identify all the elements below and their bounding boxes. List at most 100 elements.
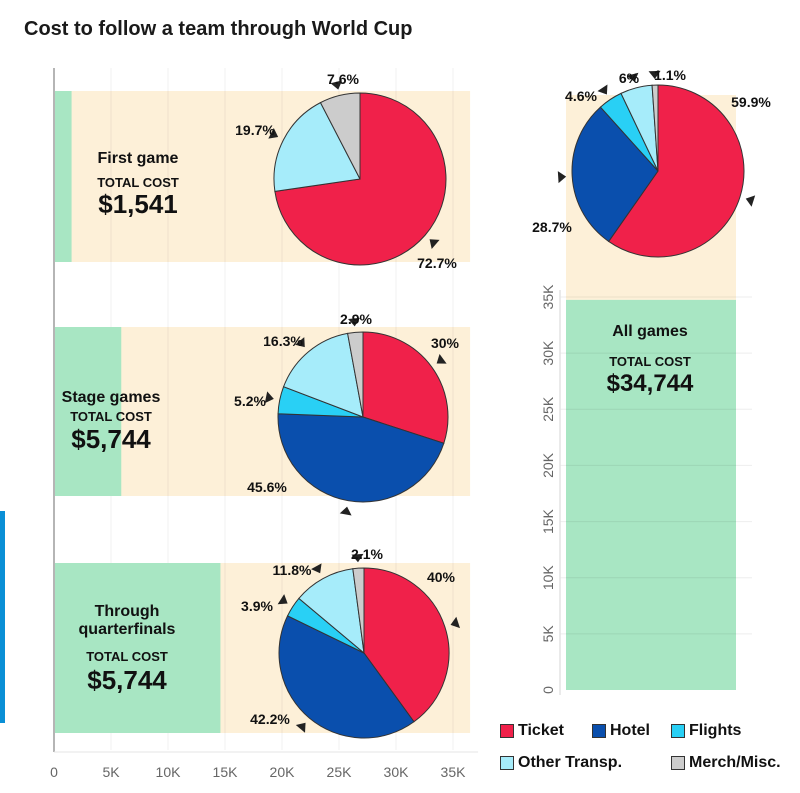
legend-item-hotel: Hotel xyxy=(592,722,650,740)
pie-stage-games-label-other-transp: 16.3% xyxy=(263,333,303,349)
legend-swatch-ticket xyxy=(500,724,514,738)
v-tick-label-0: 0 xyxy=(540,686,556,694)
legend-swatch-hotel xyxy=(592,724,606,738)
legend-swatch-flights xyxy=(671,724,685,738)
pie-stage-games-slice-ticket xyxy=(362,331,449,444)
h-tick-label-1: 5K xyxy=(102,764,120,780)
legend-label-hotel: Hotel xyxy=(610,722,650,739)
pie-stage-games-label-ticket: 30% xyxy=(431,335,460,351)
pie-first-game-slice-merch-misc xyxy=(319,92,361,180)
legend-item-ticket: Ticket xyxy=(500,722,564,740)
all-games-total-value: $34,744 xyxy=(607,370,694,397)
pie-all-games-pointer-ticket xyxy=(745,195,756,207)
pie-all-games-pointer-hotel xyxy=(557,171,567,184)
pie-quarterfinals-slice-hotel xyxy=(278,615,415,739)
stage-total-value-0: $1,541 xyxy=(98,189,178,219)
pie-quarterfinals-pointer-flights xyxy=(277,594,288,605)
legend-item-flights: Flights xyxy=(671,722,741,740)
chart-title: Cost to follow a team through World Cup xyxy=(24,18,413,40)
stage-name-0: First game xyxy=(98,150,179,167)
pie-first-game-slice-other-transp xyxy=(273,101,361,192)
pie-quarterfinals-pointer-merch-misc xyxy=(351,553,364,563)
pie-first-game-label-other-transp: 19.7% xyxy=(235,122,275,138)
all-games-total-label: TOTAL COST xyxy=(609,354,691,369)
pie-first-game-label-merch-misc: 7.6% xyxy=(327,71,359,87)
stage-total-value-1: $5,744 xyxy=(71,424,151,454)
legend-label-flights: Flights xyxy=(689,722,742,739)
pie-quarterfinals-slice-other-transp xyxy=(298,568,365,655)
pie-all-games-pointer-merch-misc xyxy=(648,70,661,80)
pie-first-game-pointer-ticket xyxy=(429,239,440,249)
pie-all-games-label-ticket: 59.9% xyxy=(731,94,771,110)
v-tick-label-7: 35K xyxy=(540,284,556,310)
pie-all-games-label-other-transp: 6% xyxy=(619,70,640,86)
pie-first-game-pointer-merch-misc xyxy=(330,80,343,90)
h-tick-label-4: 20K xyxy=(270,764,296,780)
h-tick-label-5: 25K xyxy=(327,764,353,780)
h-tick-label-6: 30K xyxy=(384,764,410,780)
pie-stage-games-label-hotel: 45.6% xyxy=(247,479,287,495)
h-tick-label-2: 10K xyxy=(156,764,182,780)
pie-stage-games-slice-merch-misc xyxy=(347,331,364,418)
bar-value-1 xyxy=(54,327,122,496)
legend-label-merch: Merch/Misc. xyxy=(689,754,781,771)
pie-quarterfinals-slice-merch-misc xyxy=(352,567,365,654)
v-tick-label-6: 30K xyxy=(540,340,556,366)
stage-total-label-1: TOTAL COST xyxy=(70,409,152,424)
pie-all-games-slice-hotel xyxy=(571,106,659,243)
bar-value-0 xyxy=(54,91,72,262)
pie-all-games-label-flights: 4.6% xyxy=(565,88,597,104)
v-tick-label-2: 10K xyxy=(540,565,556,591)
pie-quarterfinals-pointer-ticket xyxy=(450,616,461,629)
h-tick-label-7: 35K xyxy=(441,764,467,780)
pie-all-games-pointer-flights xyxy=(597,84,608,95)
legend-item-merch: Merch/Misc. xyxy=(671,754,781,772)
pie-quarterfinals-label-ticket: 40% xyxy=(427,569,456,585)
pie-first-game-label-ticket: 72.7% xyxy=(417,255,457,271)
bar-value-2 xyxy=(54,563,221,733)
pie-first-game-pointer-other-transp xyxy=(268,127,279,139)
pie-quarterfinals-pointer-other-transp xyxy=(311,563,322,574)
stage-total-label-0: TOTAL COST xyxy=(97,175,179,190)
v-tick-label-5: 25K xyxy=(540,396,556,422)
pie-all-games-label-hotel: 28.7% xyxy=(532,219,572,235)
pie-all-games-pointer-other-transp xyxy=(626,72,639,83)
pie-stage-games-pointer-hotel xyxy=(339,506,352,516)
v-tick-label-3: 15K xyxy=(540,508,556,534)
pie-stage-games-label-merch-misc: 2.9% xyxy=(340,311,372,327)
pie-all-games-slice-merch-misc xyxy=(651,84,659,172)
stage-total-label-2: TOTAL COST xyxy=(86,649,168,664)
pie-all-games-label-merch-misc: 1.1% xyxy=(654,67,686,83)
pie-quarterfinals-label-flights: 3.9% xyxy=(241,598,273,614)
pie-stage-games-slice-hotel xyxy=(277,413,445,503)
stage-name-1: Stage games xyxy=(62,389,161,406)
pie-all-games-slice-ticket xyxy=(607,84,745,258)
left-accent-bar xyxy=(0,511,5,723)
pie-stage-games-pointer-ticket xyxy=(436,353,447,364)
legend-item-other-transp: Other Transp. xyxy=(500,754,622,772)
v-tick-label-1: 5K xyxy=(540,625,556,643)
legend-label-other-transp: Other Transp. xyxy=(518,754,623,771)
v-tick-label-4: 20K xyxy=(540,452,556,478)
pie-quarterfinals-label-other-transp: 11.8% xyxy=(273,562,312,578)
legend-swatch-merch xyxy=(671,756,685,770)
legend-label-ticket: Ticket xyxy=(518,722,564,739)
h-tick-label-3: 15K xyxy=(213,764,239,780)
pie-stage-games-slice-other-transp xyxy=(282,332,364,418)
all-games-bar-value xyxy=(566,299,736,690)
pie-quarterfinals-slice-ticket xyxy=(363,567,450,723)
pie-stage-games-pointer-merch-misc xyxy=(348,317,360,327)
pie-stage-games-label-flights: 5.2% xyxy=(234,393,266,409)
legend-swatch-other-transp xyxy=(500,756,514,770)
pie-quarterfinals-label-hotel: 42.2% xyxy=(250,711,290,727)
legend: Ticket Hotel Flights Other Transp. Merch… xyxy=(500,722,800,782)
pie-quarterfinals-label-merch-misc: 2.1% xyxy=(351,546,383,562)
stage-total-value-2: $5,744 xyxy=(87,665,167,695)
pie-stage-games-pointer-flights xyxy=(264,391,274,404)
pie-quarterfinals-pointer-hotel xyxy=(295,722,306,733)
stage-name-line-2-0: Through xyxy=(95,603,160,620)
pie-stage-games-pointer-other-transp xyxy=(295,337,305,348)
all-games-name: All games xyxy=(612,323,688,340)
stage-name-line-2-1: quarterfinals xyxy=(79,621,176,638)
